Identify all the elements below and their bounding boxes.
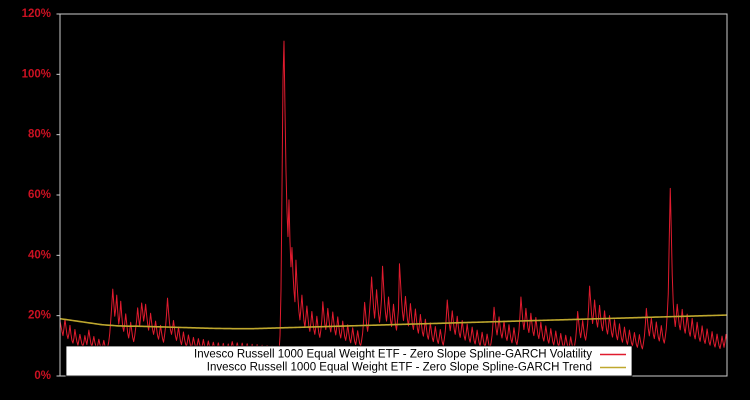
series-line-trend [59, 314, 728, 330]
legend-background [65, 345, 633, 377]
chart-legend[interactable]: Invesco Russell 1000 Equal Weight ETF - … [65, 345, 633, 377]
series-line-volatility [59, 40, 728, 354]
plot-area-background [60, 14, 727, 376]
y-axis-tick-marks [56, 13, 60, 377]
y-axis-tick-label: 60% [28, 189, 51, 201]
y-axis-tick-label: 20% [28, 310, 51, 322]
y-axis-tick-labels: 0% 20% 40% 60% 80% 100% 120% [22, 8, 51, 382]
legend-label-trend: Invesco Russell 1000 Equal Weight ETF - … [207, 362, 592, 374]
y-axis-tick-label: 120% [22, 8, 51, 20]
y-axis-tick-label: 100% [22, 68, 51, 80]
legend-label-volatility: Invesco Russell 1000 Equal Weight ETF - … [194, 349, 592, 361]
y-axis-tick-label: 40% [28, 249, 51, 261]
y-axis-tick-label: 80% [28, 129, 51, 141]
y-axis-tick-label: 0% [34, 370, 51, 382]
